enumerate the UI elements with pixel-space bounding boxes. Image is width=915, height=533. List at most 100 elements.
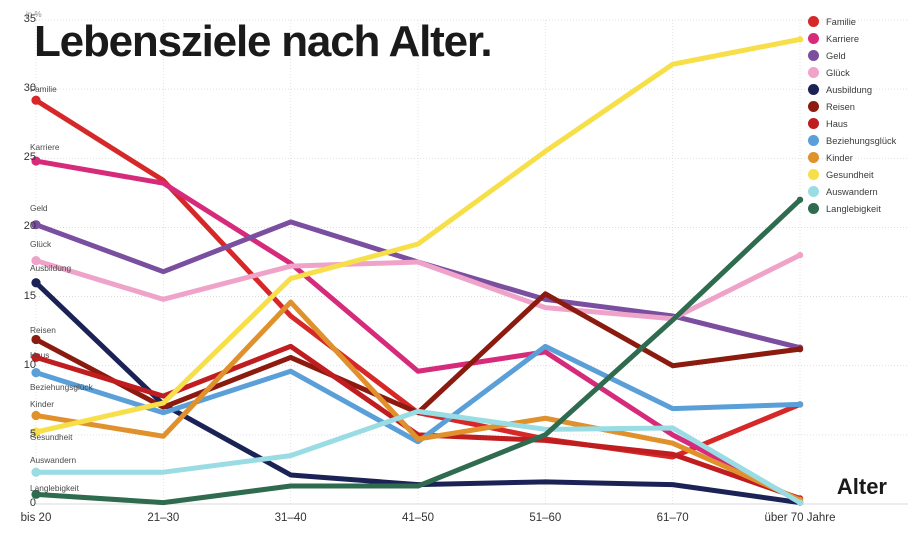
y-tick-label: 5	[29, 427, 36, 440]
y-tick-label: 20	[23, 220, 36, 233]
series-gesundheit	[31, 36, 804, 437]
legend-item[interactable]: Kinder	[808, 149, 896, 166]
inline-series-label: Haus	[30, 350, 50, 360]
legend-item-label: Karriere	[826, 33, 860, 44]
legend-color-swatch-icon	[808, 186, 819, 197]
legend-color-swatch-icon	[808, 152, 819, 163]
series-line	[33, 36, 803, 435]
series-start-marker	[31, 352, 41, 363]
series-end-marker	[796, 196, 804, 203]
y-tick-label: 30	[23, 82, 36, 95]
legend-item-label: Beziehungsglück	[826, 135, 897, 146]
series-start-marker	[31, 220, 41, 230]
inline-series-label: Ausbildung	[30, 263, 72, 273]
legend-color-swatch-icon	[808, 67, 819, 78]
series-end-marker	[796, 345, 804, 353]
series-familie	[31, 95, 804, 460]
legend-item-label: Glück	[826, 67, 850, 78]
inline-series-label: Glück	[30, 239, 52, 249]
inline-series-label: Beziehungsglück	[30, 382, 93, 392]
inline-series-label: Reisen	[30, 325, 56, 335]
series-line	[33, 299, 803, 503]
x-tick-label: 41–50	[402, 512, 434, 524]
chart-legend: Familie Karriere Geld Glück Ausbildung Reisen…	[808, 13, 896, 217]
legend-item-label: Ausbildung	[826, 84, 873, 95]
legend-color-swatch-icon	[808, 33, 819, 44]
x-axis-title: Alter	[836, 474, 887, 499]
legend-color-swatch-icon	[808, 203, 819, 214]
series-line	[33, 343, 803, 501]
y-tick-label: 0	[29, 497, 36, 509]
series-geld	[31, 219, 804, 351]
legend-color-swatch-icon	[808, 101, 819, 112]
x-tick-label: bis 20	[20, 512, 52, 524]
legend-item[interactable]: Karriere	[808, 30, 896, 47]
x-tick-label: 61–70	[656, 512, 689, 524]
legend-item-label: Geld	[826, 50, 846, 61]
series-line	[33, 197, 803, 506]
legend-item-label: Gesundheit	[826, 169, 874, 180]
legend-item[interactable]: Auswandern	[808, 183, 896, 200]
legend-color-swatch-icon	[808, 169, 819, 180]
legend-item-label: Langlebigkeit	[826, 203, 881, 214]
series-end-marker	[796, 251, 804, 259]
legend-color-swatch-icon	[808, 118, 819, 129]
series-line	[33, 408, 803, 506]
y-axis-unit-label: in %	[26, 10, 42, 19]
series-langlebigkeit	[31, 196, 804, 506]
series-start-marker	[31, 156, 41, 166]
series-start-marker	[31, 368, 41, 378]
inline-series-label: Familie	[30, 84, 57, 94]
series-end-marker	[796, 401, 804, 408]
legend-color-swatch-icon	[808, 16, 819, 27]
y-tick-label: 10	[23, 358, 36, 371]
legend-item[interactable]: Glück	[808, 64, 896, 81]
series-line	[33, 158, 803, 504]
x-tick-label: 21–30	[147, 512, 180, 524]
legend-item[interactable]: Gesundheit	[808, 166, 896, 183]
legend-color-swatch-icon	[808, 50, 819, 61]
legend-item[interactable]: Ausbildung	[808, 81, 896, 98]
legend-item-label: Haus	[826, 118, 848, 129]
series-start-marker	[31, 256, 41, 266]
series-start-marker	[31, 95, 41, 105]
inline-series-label: Karriere	[30, 142, 60, 152]
legend-item[interactable]: Geld	[808, 47, 896, 64]
legend-item-label: Auswandern	[826, 186, 878, 197]
legend-item-label: Reisen	[826, 101, 855, 112]
legend-item[interactable]: Langlebigkeit	[808, 200, 896, 217]
series-start-marker	[31, 410, 41, 421]
y-tick-label: 35	[23, 13, 36, 25]
series-end-marker	[796, 36, 804, 43]
inline-series-label: Kinder	[30, 399, 54, 409]
inline-series-label: Geld	[30, 203, 48, 213]
inline-series-label: Langlebigkeit	[30, 483, 79, 493]
series-start-marker	[31, 334, 41, 345]
legend-item-label: Kinder	[826, 152, 853, 163]
y-axis-ticks: 0 5 10 15 20 25 30 35	[0, 0, 36, 533]
y-tick-label: 15	[23, 289, 36, 302]
legend-item[interactable]: Reisen	[808, 98, 896, 115]
legend-item-label: Familie	[826, 16, 856, 27]
inline-series-label: Auswandern	[30, 455, 77, 465]
legend-item[interactable]: Beziehungsglück	[808, 132, 896, 149]
y-tick-label: 25	[23, 151, 36, 164]
x-tick-label: über 70 Jahre	[764, 512, 836, 524]
series-end-marker	[796, 499, 804, 506]
legend-item[interactable]: Haus	[808, 115, 896, 132]
series-line	[33, 343, 803, 445]
page-title: Lebensziele nach Alter.	[34, 17, 493, 66]
x-tick-label: 51–60	[529, 512, 562, 524]
x-tick-label: 31–40	[274, 512, 307, 524]
legend-color-swatch-icon	[808, 84, 819, 95]
series-beziehungsgl-ck	[31, 343, 804, 445]
series-start-marker	[31, 467, 41, 477]
legend-color-swatch-icon	[808, 135, 819, 146]
series-start-marker	[31, 489, 41, 499]
series-start-marker	[31, 278, 41, 288]
legend-item[interactable]: Familie	[808, 13, 896, 30]
series-auswandern	[31, 408, 804, 506]
